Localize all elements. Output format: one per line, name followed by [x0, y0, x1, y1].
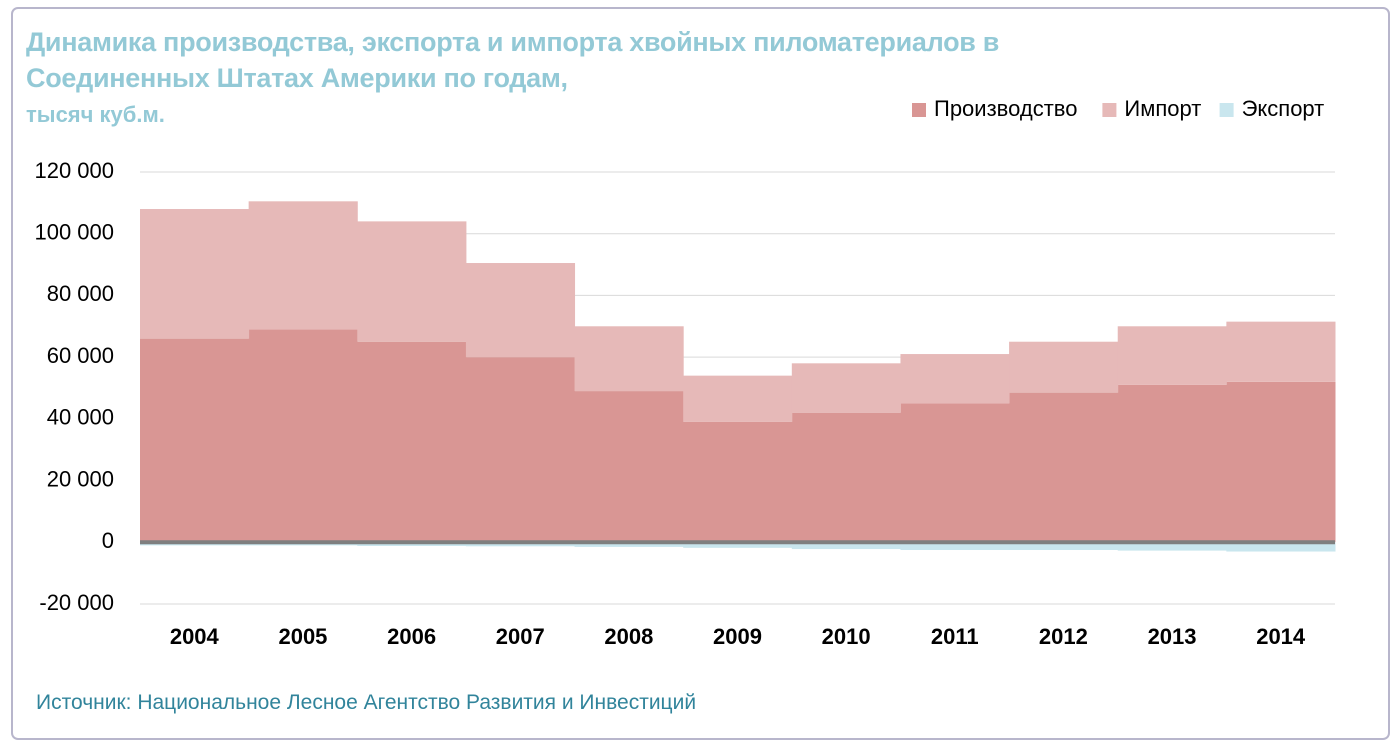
- legend-label: Экспорт: [1242, 96, 1325, 121]
- area-step: [140, 338, 250, 543]
- area-step: [683, 421, 793, 543]
- plot: -20 000 0 20 000 40 000 60 000 80 000 100 000 1…: [34, 96, 1336, 649]
- chart-title: Динамика производства, экспорта и импорт…: [26, 27, 1000, 93]
- x-tick-label: 2009: [713, 624, 762, 649]
- area-step: [1117, 384, 1227, 543]
- area-step: [357, 341, 467, 543]
- area-step: [1117, 542, 1227, 551]
- legend-label: Производство: [934, 96, 1077, 121]
- area-step: [791, 412, 901, 543]
- x-tick-label: 2008: [604, 624, 653, 649]
- legend-swatch: [1219, 103, 1234, 117]
- y-tick-label: 100 000: [34, 220, 114, 245]
- frame: [11, 7, 1390, 740]
- area-step: [900, 354, 1010, 404]
- area-step: [683, 542, 793, 548]
- legend-label: Импорт: [1124, 96, 1201, 121]
- y-tick-label: 40 000: [47, 405, 114, 430]
- area-step: [574, 391, 684, 543]
- x-tick-label: 2007: [496, 624, 545, 649]
- x-tick-label: 2013: [1148, 624, 1197, 649]
- area-step: [1009, 392, 1119, 543]
- x-tick-label: 2004: [170, 624, 220, 649]
- y-tick-label: 80 000: [47, 281, 114, 306]
- area-step: [900, 542, 1010, 550]
- area-step: [683, 375, 793, 422]
- y-tick-label: 60 000: [47, 343, 114, 368]
- area-step: [791, 363, 901, 413]
- area-step: [248, 329, 358, 543]
- source: Источник: Национальное Лесное Агентство …: [36, 691, 697, 714]
- area-step: [465, 357, 576, 543]
- y-tick-label: -20 000: [39, 590, 114, 615]
- area-step: [900, 403, 1010, 543]
- y-tick-label: 0: [102, 528, 114, 553]
- area-step: [1226, 542, 1336, 552]
- x-tick-label: 2006: [387, 624, 436, 649]
- area-step: [1226, 321, 1336, 382]
- area-step: [357, 221, 467, 342]
- area-step: [140, 209, 250, 339]
- area-step: [1009, 341, 1119, 393]
- x-tick-label: 2010: [822, 624, 871, 649]
- y-tick-label: 20 000: [47, 466, 114, 491]
- area-step: [465, 263, 576, 358]
- area-step: [1009, 542, 1119, 550]
- x-tick-label: 2014: [1256, 624, 1306, 649]
- x-tick-label: 2012: [1039, 624, 1088, 649]
- area-step: [1117, 326, 1227, 385]
- x-tick-label: 2005: [278, 624, 327, 649]
- area-step: [465, 542, 576, 547]
- y-tick-label: 120 000: [34, 158, 114, 183]
- area-step: [574, 542, 684, 547]
- area-step: [1226, 381, 1336, 543]
- x-tick-label: 2011: [931, 624, 979, 649]
- area-step: [791, 542, 901, 550]
- area-step: [574, 326, 684, 392]
- legend-swatch: [912, 103, 926, 117]
- area-step: [248, 201, 358, 330]
- legend-swatch: [1102, 103, 1117, 117]
- chart-subtitle: тысяч куб.м.: [26, 102, 165, 127]
